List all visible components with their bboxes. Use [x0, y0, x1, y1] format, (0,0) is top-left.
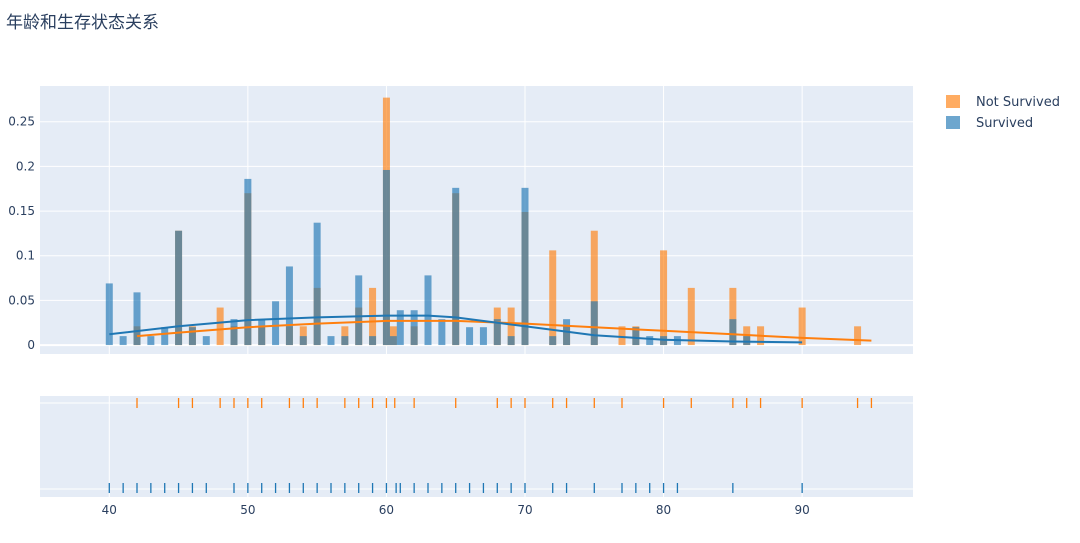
- rug-plot-background: [40, 396, 913, 497]
- bar-survived: [396, 310, 404, 346]
- main-plot-background: [40, 86, 913, 354]
- bar-survived: [299, 336, 307, 346]
- bar-survived: [285, 266, 293, 346]
- bar-survived: [389, 336, 397, 346]
- bar-survived: [341, 336, 349, 346]
- bar-survived: [382, 169, 390, 346]
- bar-not-survived: [389, 326, 397, 346]
- bar-survived: [188, 327, 196, 346]
- bar-survived: [230, 319, 238, 346]
- bar-not-survived: [507, 307, 515, 346]
- bar-survived: [313, 222, 321, 346]
- bar-survived: [466, 327, 474, 346]
- y-tick-label: 0.1: [16, 249, 35, 263]
- y-tick-label: 0.05: [8, 293, 35, 307]
- bar-survived: [202, 336, 210, 346]
- bar-not-survived: [854, 326, 862, 346]
- bar-survived: [549, 336, 557, 346]
- bar-survived: [424, 275, 432, 346]
- bar-survived: [175, 230, 183, 346]
- bar-not-survived: [590, 230, 598, 346]
- bar-survived: [646, 336, 654, 346]
- legend-label-survived: Survived: [976, 116, 1033, 131]
- legend-label-not-survived: Not Survived: [976, 95, 1060, 110]
- bar-not-survived: [729, 287, 737, 346]
- x-tick-label: 80: [656, 503, 671, 517]
- y-tick-label: 0.25: [8, 115, 35, 129]
- bar-survived: [244, 178, 252, 346]
- bar-survived: [521, 187, 529, 346]
- bar-survived: [729, 319, 737, 346]
- axis-tick-labels: 40 50 60 70 80 90 0 0.05 0.1 0.15 0.2 0.25: [8, 115, 810, 517]
- bar-survived: [410, 310, 418, 346]
- bar-survived: [105, 283, 113, 346]
- x-tick-label: 60: [379, 503, 394, 517]
- bar-survived: [493, 319, 501, 346]
- bar-survived: [355, 275, 363, 346]
- bar-survived: [743, 336, 751, 346]
- y-tick-label: 0: [27, 338, 35, 352]
- bar-survived: [479, 327, 487, 346]
- legend[interactable]: Not Survived Survived: [946, 95, 1060, 131]
- bar-survived: [147, 336, 155, 346]
- bar-survived: [119, 336, 127, 346]
- y-tick-label: 0.15: [8, 204, 35, 218]
- x-tick-label: 90: [795, 503, 810, 517]
- legend-swatch-not-survived: [946, 95, 960, 108]
- bar-not-survived: [798, 307, 806, 346]
- bar-not-survived: [549, 250, 557, 346]
- kde-line-survived: [109, 314, 803, 344]
- rug-marks: [108, 398, 873, 493]
- bar-not-survived: [216, 307, 224, 346]
- bar-survived: [272, 301, 280, 346]
- bar-survived: [438, 319, 446, 346]
- density-curves: [109, 314, 872, 344]
- x-tick-label: 50: [240, 503, 255, 517]
- x-tick-label: 70: [517, 503, 532, 517]
- bar-survived: [507, 336, 515, 346]
- bar-not-survived: [618, 326, 626, 346]
- x-tick-label: 40: [102, 503, 117, 517]
- bar-not-survived: [341, 326, 349, 346]
- bar-survived: [133, 292, 141, 346]
- bar-not-survived: [299, 326, 307, 346]
- bar-survived: [590, 301, 598, 346]
- y-tick-label: 0.2: [16, 159, 35, 173]
- histogram-bars: [105, 97, 862, 346]
- chart-title: 年龄和生存状态关系: [6, 13, 159, 33]
- bar-not-survived: [687, 287, 695, 346]
- bar-survived: [327, 336, 335, 346]
- bar-survived: [369, 336, 377, 346]
- bar-survived: [452, 187, 460, 346]
- bar-survived: [258, 319, 266, 346]
- bar-not-survived: [660, 250, 668, 346]
- bar-survived: [632, 327, 640, 346]
- legend-swatch-survived: [946, 116, 960, 129]
- bar-survived: [161, 327, 169, 346]
